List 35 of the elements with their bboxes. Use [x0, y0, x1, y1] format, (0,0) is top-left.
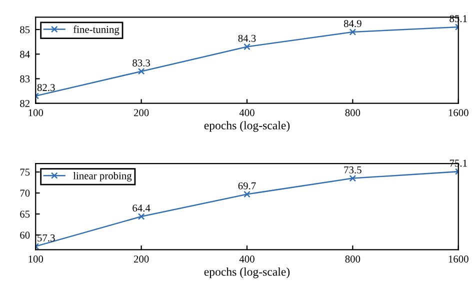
y-tick-label: 84 [20, 50, 30, 58]
x-tick-label: 100 [28, 256, 44, 263]
data-label: 69.7 [238, 182, 256, 190]
y-tick-label: 83 [20, 75, 30, 82]
data-label: 84.9 [344, 20, 362, 28]
y-tick-label: 85 [20, 26, 30, 34]
x-tick-label: 200 [134, 109, 149, 116]
data-label: 82.3 [37, 84, 55, 92]
x-tick-label: 800 [345, 256, 360, 263]
point [244, 43, 250, 50]
legend-label: fine-tuning [73, 26, 120, 36]
point [349, 28, 356, 36]
legend-label: linear probing [73, 172, 132, 182]
point [244, 190, 250, 198]
data-label: 83.3 [132, 59, 150, 66]
x-axis-title: epochs (log-scale) [204, 121, 290, 132]
x-tick-label: 1600 [448, 109, 468, 116]
y-tick-label: 70 [20, 190, 30, 197]
data-label: 73.5 [344, 166, 362, 174]
point [349, 174, 356, 182]
y-tick-label: 82 [20, 100, 30, 108]
x-tick-label: 400 [239, 109, 254, 116]
y-tick-label: 65 [20, 210, 30, 218]
y-tick-label: 60 [20, 232, 30, 239]
x-tick-label: 400 [239, 256, 254, 263]
point [138, 68, 145, 75]
point [138, 213, 145, 220]
x-tick-label: 1600 [448, 256, 468, 263]
x-tick-label: 800 [345, 109, 360, 116]
data-label: 64.4 [132, 204, 150, 212]
x-tick-label: 200 [134, 256, 149, 263]
x-axis-title: epochs (log-scale) [204, 267, 290, 278]
data-label: 84.3 [238, 34, 256, 42]
y-tick-label: 75 [20, 168, 30, 176]
x-tick-label: 100 [28, 109, 44, 116]
